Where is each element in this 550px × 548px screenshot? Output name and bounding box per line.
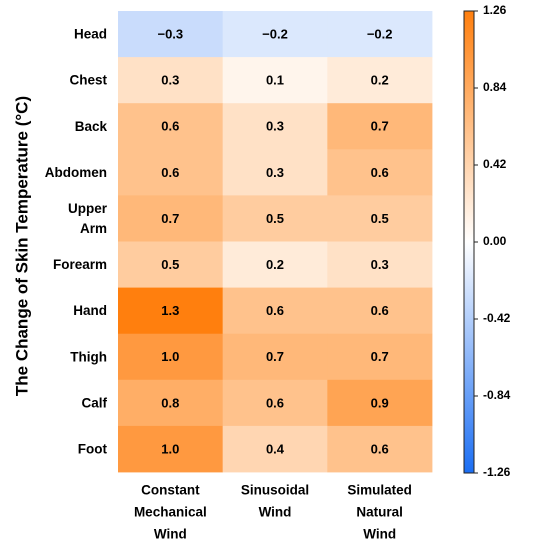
heatmap-cell [222,241,328,288]
colorbar-tick-label: -0.84 [483,388,511,402]
column-label: Sinusoidal [241,483,309,498]
cell-value-label: 0.6 [266,395,284,410]
row-label: Hand [73,303,107,318]
cell-value-label: −0.2 [262,26,288,41]
colorbar-tick-label: -0.42 [483,311,511,325]
cell-value-label: 0.5 [371,211,389,226]
row-label: Arm [80,221,107,236]
cell-value-label: 0.3 [266,165,284,180]
row-label: Foot [78,442,108,457]
row-label: Thigh [70,349,107,364]
heatmap-cell [118,11,224,58]
heatmap-cell [327,287,433,335]
row-label: Upper [68,201,108,216]
heatmap-cell [327,333,433,381]
heatmap-cell [118,241,224,288]
colorbar-tick-label: 0.84 [483,80,507,94]
cell-value-label: 0.3 [266,119,284,134]
row-labels: Head Chest Back Abdomen Upper Arm Forearm Hand T… [45,27,108,457]
cell-value-label: 0.5 [266,211,284,226]
heatmap-cell [118,195,224,242]
heatmap-cell [118,333,224,381]
heatmap-cell [327,379,433,427]
heatmap-value-labels: −0.3 −0.2 −0.2 0.3 0.1 0.2 0.6 0.3 0.7 0.6 0.3 0.6 0… [157,26,392,456]
cell-value-label: 0.6 [371,441,389,456]
heatmap-cell [222,57,328,104]
cell-value-label: 0.6 [371,303,389,318]
row-label: Chest [69,73,107,88]
colorbar-tick-label: 1.26 [483,3,507,17]
heatmap-cell [222,103,328,150]
heatmap-cell [327,57,433,104]
row-label: Forearm [53,257,107,272]
heatmap-cell [222,149,328,196]
heatmap-cell [222,379,328,427]
heatmap-cell [327,103,433,150]
heatmap-cell [118,57,224,104]
colorbar: 1.26 0.84 0.42 0.00 -0.42 -0.84 -1.26 [463,3,511,479]
colorbar-tick-label: 0.00 [483,234,507,248]
heatmap-cell [222,333,328,381]
cell-value-label: 0.7 [371,349,389,364]
heatmap-cell [327,425,433,473]
row-label: Calf [81,395,107,410]
cell-value-label: 1.0 [161,441,179,456]
row-label: Back [75,119,108,134]
column-labels: Constant Mechanical Wind Sinusoidal Wind Simu… [134,483,412,542]
cell-value-label: −0.2 [367,26,393,41]
column-label: Wind [363,527,396,542]
cell-value-label: 1.3 [161,303,179,318]
column-label: Wind [154,527,187,542]
row-label: Head [74,27,107,42]
cell-value-label: 0.4 [266,441,285,456]
cell-value-label: 0.1 [266,73,284,88]
cell-value-label: 0.7 [371,119,389,134]
cell-value-label: 1.0 [161,349,179,364]
cell-value-label: 0.2 [266,257,284,272]
cell-value-label: 0.9 [371,395,389,410]
heatmap-cell [118,103,224,150]
cell-value-label: 0.7 [161,211,179,226]
heatmap-cell [118,287,224,335]
cell-value-label: −0.3 [157,26,183,41]
heatmap-cell [222,287,328,335]
heatmap-cell [118,425,224,473]
heatmap-cell [327,241,433,288]
column-label: Constant [141,483,200,498]
cell-value-label: 0.7 [266,349,284,364]
cell-value-label: 0.5 [161,257,179,272]
heatmap-cell [118,149,224,196]
heatmap-cell [222,11,328,58]
heatmap-cell [222,425,328,473]
column-label: Simulated [347,483,412,498]
heatmap-cell [327,11,433,58]
cell-value-label: 0.2 [371,73,389,88]
cell-value-label: 0.6 [266,303,284,318]
heatmap-cells [118,11,433,473]
cell-value-label: 0.3 [161,73,179,88]
cell-value-label: 0.6 [161,119,179,134]
row-label: Abdomen [45,165,107,180]
cell-value-label: 0.8 [161,395,179,410]
heatmap-cell [327,149,433,196]
colorbar-gradient [463,10,475,474]
column-label: Natural [356,505,403,520]
cell-value-label: 0.6 [161,165,179,180]
column-label: Mechanical [134,505,207,520]
colorbar-tick-label: 0.42 [483,157,507,171]
heatmap-cell [222,195,328,242]
heatmap-cell [118,379,224,427]
cell-value-label: 0.6 [371,165,389,180]
heatmap-cell [327,195,433,242]
y-axis-label: The Change of Skin Temperature (°C) [12,96,31,396]
colorbar-tick-label: -1.26 [483,465,511,479]
cell-value-label: 0.3 [371,257,389,272]
column-label: Wind [259,505,292,520]
